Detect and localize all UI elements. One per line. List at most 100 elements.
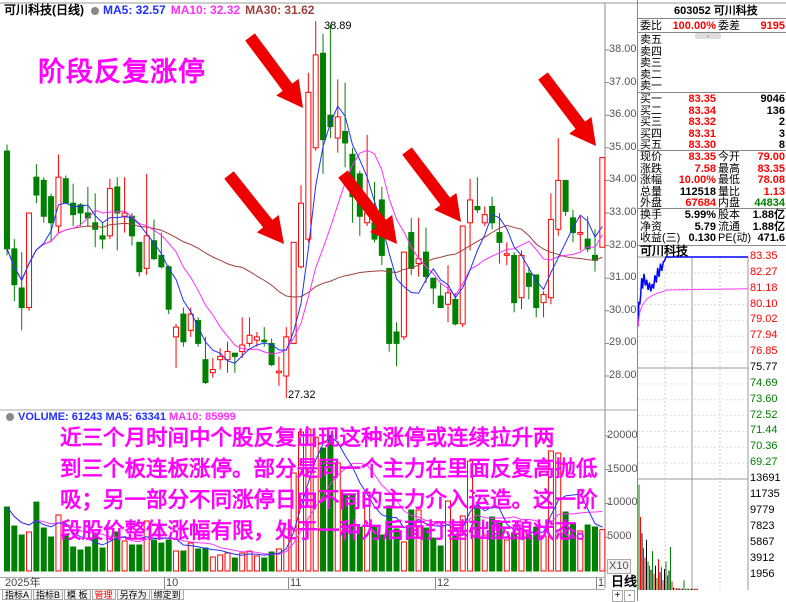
order-volume: 8 <box>778 139 785 151</box>
volume-bar <box>356 526 363 572</box>
order-book-row: 卖五 <box>640 34 786 46</box>
price-tick-label: 28.00 <box>609 369 637 381</box>
volume-bar <box>371 525 378 572</box>
quote-panel: 603052 可川科技 委比 100.00% 委差 9195 ⌄ 卖五 卖四 卖三卖… <box>637 0 786 601</box>
stat-label: 最高 <box>718 162 740 175</box>
stat-value: 112518 <box>679 185 716 198</box>
volume-bar <box>33 501 40 572</box>
volume-multiplier[interactable]: X10 <box>607 559 631 574</box>
candle <box>540 291 547 318</box>
volume-bar <box>165 539 172 572</box>
candle-body <box>253 336 260 341</box>
candle-body <box>165 266 172 310</box>
indicator-toolbar: 指标A 指标B 模 板管理 另存为 绑定到 <box>2 589 185 600</box>
ma10-line <box>6 149 603 355</box>
candle-body <box>121 212 128 217</box>
stat-label: PE(动) <box>718 232 751 244</box>
candle <box>503 242 510 266</box>
weicha-value: 9195 <box>760 20 785 32</box>
candle-body <box>569 217 576 234</box>
intraday-volume-label: 11735 <box>750 488 780 500</box>
candle <box>562 179 569 217</box>
volume-bar <box>180 550 187 572</box>
candle <box>312 20 319 152</box>
candle <box>430 277 437 305</box>
order-level-label: 买三 <box>640 116 662 128</box>
stat-value: 44834 <box>754 197 785 209</box>
toolbar-tab[interactable]: 指标A <box>2 589 33 600</box>
candle <box>48 193 55 243</box>
zoom-out-button[interactable]: - <box>624 590 635 602</box>
volume-bar <box>261 557 268 572</box>
candle-body <box>26 212 33 309</box>
candle-body <box>4 150 10 250</box>
candle-body <box>283 336 290 377</box>
volume-bar <box>467 460 474 572</box>
order-volume: 9046 <box>760 93 785 105</box>
toolbar-tab[interactable]: 绑定到 <box>150 589 184 600</box>
toolbar-tab[interactable]: 指标B <box>33 589 64 600</box>
candle-body <box>275 370 282 374</box>
volume-bar <box>562 511 569 572</box>
red-arrow-icon <box>402 147 461 222</box>
quote-stat-row: 涨幅 10.00% 最低 78.08 <box>640 174 786 186</box>
ma5-readout: MA5: 32.57 <box>103 3 166 17</box>
volume-bar <box>474 505 481 572</box>
candle-body <box>84 212 91 219</box>
order-volume: 2 <box>778 116 785 128</box>
ma30-readout: MA30: 31.62 <box>245 3 315 17</box>
candle <box>18 252 25 331</box>
intraday-volume-label: 9779 <box>750 504 775 516</box>
period-label[interactable]: 日线 <box>611 574 638 589</box>
volume-bar <box>55 514 62 572</box>
candle-body <box>55 176 62 227</box>
stat-value: 471.6 <box>757 232 785 244</box>
intraday-price-label: 74.69 <box>750 376 778 389</box>
candle-body <box>511 254 518 304</box>
order-level-label: 买四 <box>640 127 662 140</box>
date-label: 10 <box>164 577 179 589</box>
volume-bar <box>84 546 91 572</box>
volume-bar <box>349 493 356 572</box>
toolbar-tab[interactable]: 另存为 <box>116 589 150 600</box>
candle-body <box>114 186 121 214</box>
quote-stat-row: 收益(三) 0.130 PE(动) 471.6 <box>640 232 786 244</box>
order-level-label: 卖一 <box>640 80 662 92</box>
volume-bar <box>268 551 275 572</box>
volume-tick-label: 20000 <box>607 428 638 441</box>
quote-stat-row: 外盘 67684 内盘 44834 <box>640 197 786 209</box>
stat-label: 内盘 <box>718 197 740 209</box>
stat-label: 流通 <box>718 220 740 233</box>
candle-body <box>18 287 25 309</box>
order-price: 83.34 <box>688 104 716 117</box>
volume-ma5-line <box>6 435 603 556</box>
toolbar-tab[interactable]: 模 板 <box>64 589 91 600</box>
stat-value: 5.99% <box>684 209 716 221</box>
collapse-chevron-icon[interactable]: ⌄ <box>695 33 721 39</box>
candle <box>99 222 106 249</box>
red-arrow-icon <box>245 33 303 108</box>
candle-body <box>481 214 488 224</box>
candle-body <box>393 331 400 344</box>
order-volume: 136 <box>766 104 785 117</box>
intraday-price-label: 71.44 <box>750 424 778 437</box>
candle <box>599 157 606 248</box>
candle-body <box>555 179 562 230</box>
volume-bar <box>305 428 312 572</box>
zoom-in-button[interactable]: + <box>612 590 623 602</box>
volume-bar <box>224 552 231 572</box>
order-book-row: 买二 83.34 136 <box>640 105 786 117</box>
volume-bar <box>202 547 209 572</box>
volume-ma5-readout: MA5: 63341 <box>105 411 166 423</box>
settings-dot-icon[interactable] <box>6 413 14 422</box>
candle-body <box>577 232 584 235</box>
candle-body <box>246 334 253 344</box>
toolbar-tab[interactable]: 管理 <box>91 589 116 600</box>
intraday-volume-label: 5867 <box>750 536 775 548</box>
settings-dot-icon[interactable] <box>91 6 99 15</box>
candle <box>165 265 172 315</box>
stat-value: 7.58 <box>694 162 716 175</box>
stat-value: 1.88亿 <box>752 220 785 233</box>
price-tick-label: 31.00 <box>609 271 637 284</box>
